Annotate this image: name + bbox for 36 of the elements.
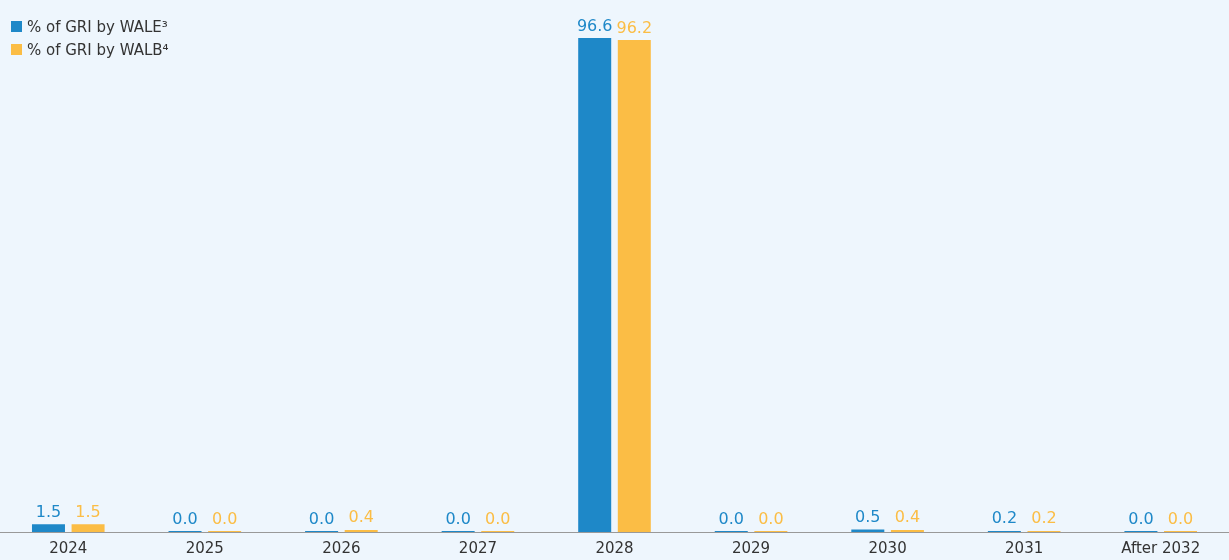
data-label: 0.0 <box>172 508 198 528</box>
data-label: 0.5 <box>855 506 881 526</box>
x-tick-label: 2028 <box>595 538 634 557</box>
data-label: 1.5 <box>75 501 101 521</box>
data-label: 0.0 <box>211 508 238 528</box>
x-tick-label: 2025 <box>185 538 224 557</box>
x-tick-label: 2027 <box>458 538 498 557</box>
data-label: 0.0 <box>308 508 335 528</box>
x-tick-label: 2029 <box>731 538 771 557</box>
data-label: 0.0 <box>718 508 744 528</box>
bar <box>851 529 885 532</box>
legend-label: % of GRI by WALB⁴ <box>27 40 169 59</box>
data-label: 0.2 <box>1031 508 1057 528</box>
data-label: 96.2 <box>616 17 653 37</box>
bar <box>578 38 612 532</box>
bar <box>617 40 651 532</box>
data-label: 1.5 <box>35 501 62 521</box>
data-label: 0.0 <box>758 508 784 528</box>
x-tick-label: 2024 <box>49 538 88 557</box>
data-label: 96.6 <box>576 15 613 35</box>
data-label: 0.0 <box>485 508 511 528</box>
x-tick-label: 2030 <box>868 538 907 557</box>
data-label: 0.0 <box>445 508 471 528</box>
x-tick-label: After 2032 <box>1121 538 1201 557</box>
data-label: 0.2 <box>991 508 1018 528</box>
bar <box>890 529 924 532</box>
bar <box>31 524 65 532</box>
bar <box>344 529 378 532</box>
data-label: 0.4 <box>348 507 374 527</box>
legend-label: % of GRI by WALE³ <box>27 17 168 36</box>
x-tick-label: 2026 <box>322 538 361 557</box>
x-tick-label: 2031 <box>1005 538 1044 557</box>
data-label: 0.0 <box>1128 508 1154 528</box>
data-label: 0.4 <box>894 507 921 527</box>
bar <box>71 524 105 532</box>
data-label: 0.0 <box>1167 508 1194 528</box>
